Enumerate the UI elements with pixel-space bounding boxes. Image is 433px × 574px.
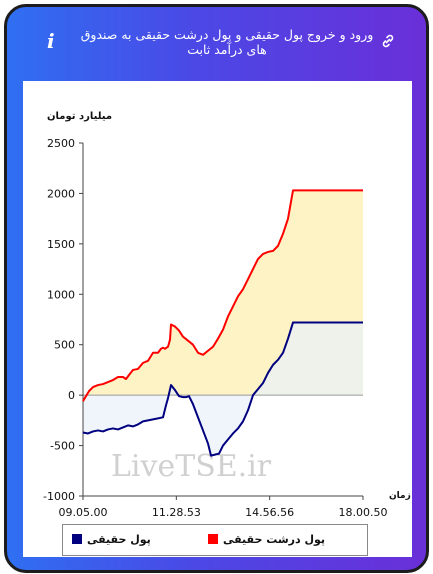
legend-label-real-money: پول حقیقی xyxy=(87,533,151,546)
chart-layer: -1000 -500 0 500 1000 1500 2000 2500 09.05.00 11.… xyxy=(43,137,387,519)
legend-swatch-big-real-money xyxy=(208,534,218,544)
legend: پول حقیقی پول درشت حقیقی xyxy=(62,524,368,556)
chart-svg: میلیارد تومان زمان LiveTSE.ir -1000 -500 0… xyxy=(43,111,411,519)
watermark: LiveTSE.ir xyxy=(111,449,272,484)
y-tick-label: 500 xyxy=(54,339,75,352)
y-tick-label: 1500 xyxy=(47,238,75,251)
x-tick-label: 18.00.50 xyxy=(339,506,388,519)
y-tick-label: 2000 xyxy=(47,187,75,200)
series-area-1 xyxy=(83,322,363,456)
info-icon[interactable]: i xyxy=(47,29,55,53)
series-line-0 xyxy=(82,189,363,402)
card-header: i ورود و خروج پول حقیقی و پول درشت حقیقی… xyxy=(7,7,426,73)
x-axis-label: زمان xyxy=(389,491,411,501)
y-tick-label: -500 xyxy=(50,440,75,453)
link-icon[interactable] xyxy=(380,33,396,53)
legend-swatch-real-money xyxy=(72,534,82,544)
y-axis-label: میلیارد تومان xyxy=(47,111,112,122)
chart-title: ورود و خروج پول حقیقی و پول درشت حقیقی ب… xyxy=(80,27,374,57)
chart-card: i ورود و خروج پول حقیقی و پول درشت حقیقی… xyxy=(4,4,429,573)
x-tick-label: 14.56.56 xyxy=(245,506,294,519)
y-tick-label: -1000 xyxy=(43,490,75,503)
x-tick-label: 11.28.53 xyxy=(152,506,201,519)
y-tick-label: 2500 xyxy=(47,137,75,150)
y-tick-label: 1000 xyxy=(47,288,75,301)
legend-label-big-real-money: پول درشت حقیقی xyxy=(223,533,326,546)
series-line-1 xyxy=(82,321,363,457)
y-tick-label: 0 xyxy=(68,389,75,402)
x-tick-label: 09.05.00 xyxy=(59,506,108,519)
plot-area: میلیارد تومان زمان LiveTSE.ir -1000 -500 0… xyxy=(23,81,412,557)
